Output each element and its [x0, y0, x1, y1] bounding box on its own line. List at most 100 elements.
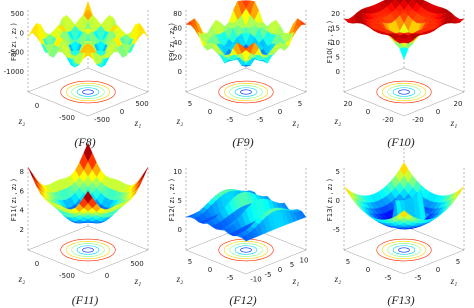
- contour: [387, 243, 421, 257]
- left-tick-label: 0: [208, 266, 212, 274]
- z-tick-label: 6: [20, 187, 25, 195]
- floor: [27, 225, 149, 275]
- contour: [376, 80, 432, 104]
- z-tick-label: 0: [336, 68, 340, 76]
- z-tick-label: -5: [333, 226, 340, 234]
- right-tick-label: -5: [415, 274, 422, 282]
- surface-patch: [399, 39, 409, 44]
- contour: [376, 238, 432, 262]
- z-axis-label: F13( z₁ , z₂ ): [326, 178, 334, 221]
- right-tick-label: -10: [250, 276, 261, 284]
- contour: [229, 243, 263, 257]
- z-tick-label: 80: [173, 10, 182, 18]
- left-tick-label: 0: [35, 102, 39, 110]
- surface-patch: [139, 167, 149, 183]
- z-tick-label: 0: [336, 197, 340, 205]
- z-axis-label: F12( z₁ , z₂ ): [168, 178, 176, 221]
- caption: (F10): [387, 135, 414, 149]
- contour: [65, 82, 111, 102]
- left-axis-label: z₂: [176, 116, 184, 126]
- z-tick-label: 500: [11, 10, 24, 18]
- left-tick-label: -20: [382, 116, 393, 124]
- contour: [82, 247, 94, 253]
- contour: [392, 245, 416, 255]
- z-tick-label: 10: [331, 39, 340, 47]
- contour: [381, 82, 427, 102]
- left-tick-label: 5: [188, 100, 192, 108]
- contour: [60, 238, 116, 262]
- right-tick-label: -20: [412, 116, 423, 124]
- right-tick-label: 0: [105, 272, 109, 280]
- surface-patch: [241, 235, 251, 242]
- z-tick-label: 20: [173, 54, 182, 62]
- contour: [218, 80, 274, 104]
- right-tick-label: 0: [436, 108, 440, 116]
- caption: (F9): [232, 135, 253, 149]
- left-axis-label: z₂: [176, 274, 184, 284]
- z-tick-label: 8: [20, 168, 24, 176]
- left-tick-label: -500: [59, 114, 75, 122]
- contour: [82, 89, 94, 95]
- z-axis-label: F10( z₁ , z₂ ): [326, 20, 334, 63]
- contour: [71, 85, 105, 99]
- left-tick-label: 0: [208, 108, 212, 116]
- right-axis-label: z₁: [292, 276, 300, 286]
- contour: [229, 85, 263, 99]
- surface-patch: [83, 190, 93, 204]
- z-tick-label: 60: [173, 25, 182, 33]
- z-tick-label: 5: [178, 197, 182, 205]
- z-tick-label: 15: [331, 25, 340, 33]
- right-axis-label: z₁: [450, 276, 458, 286]
- contour: [76, 87, 100, 97]
- contour: [398, 89, 410, 95]
- right-axis-label: z₁: [134, 118, 142, 128]
- left-axis-label: z₂: [18, 274, 26, 284]
- caption: (F12): [229, 293, 256, 307]
- right-axis-label: z₁: [450, 118, 458, 128]
- left-tick-label: -500: [59, 272, 75, 280]
- contour: [218, 238, 274, 262]
- caption: (F11): [72, 293, 98, 307]
- contour: [234, 87, 258, 97]
- contour: [240, 89, 252, 95]
- left-tick-label: 20: [344, 100, 353, 108]
- left-tick-label: 5: [346, 258, 350, 266]
- contour: [392, 87, 416, 97]
- floor: [185, 67, 307, 117]
- right-tick-label: 5: [456, 258, 460, 266]
- contour: [398, 247, 410, 253]
- surface-patch: [27, 167, 37, 183]
- z-tick-label: 20: [331, 10, 340, 18]
- left-tick-label: 0: [366, 266, 370, 274]
- contour: [234, 245, 258, 255]
- left-tick-label: -5: [227, 116, 234, 124]
- z-tick-label: -500: [8, 49, 24, 57]
- right-tick-label: 0: [436, 266, 440, 274]
- z-tick-label: 5: [336, 54, 340, 62]
- z-tick-label: 5: [336, 168, 340, 176]
- z-axis-label: F8( z₁ , z₂ ): [10, 23, 18, 61]
- z-tick-label: 0: [178, 68, 182, 76]
- right-tick-label: -500: [94, 116, 110, 124]
- caption: (F8): [74, 135, 95, 149]
- contour: [60, 80, 116, 104]
- surface-patch: [399, 210, 409, 218]
- contour: [71, 243, 105, 257]
- z-tick-label: 10: [173, 168, 182, 176]
- surface-patch: [399, 47, 409, 60]
- floor: [27, 67, 149, 117]
- contour: [381, 240, 427, 260]
- z-tick-label: 0: [178, 226, 182, 234]
- left-axis-label: z₂: [18, 116, 26, 126]
- right-tick-label: 5: [298, 100, 302, 108]
- right-tick-label: 0: [278, 108, 282, 116]
- floor: [185, 225, 307, 275]
- contour: [223, 240, 269, 260]
